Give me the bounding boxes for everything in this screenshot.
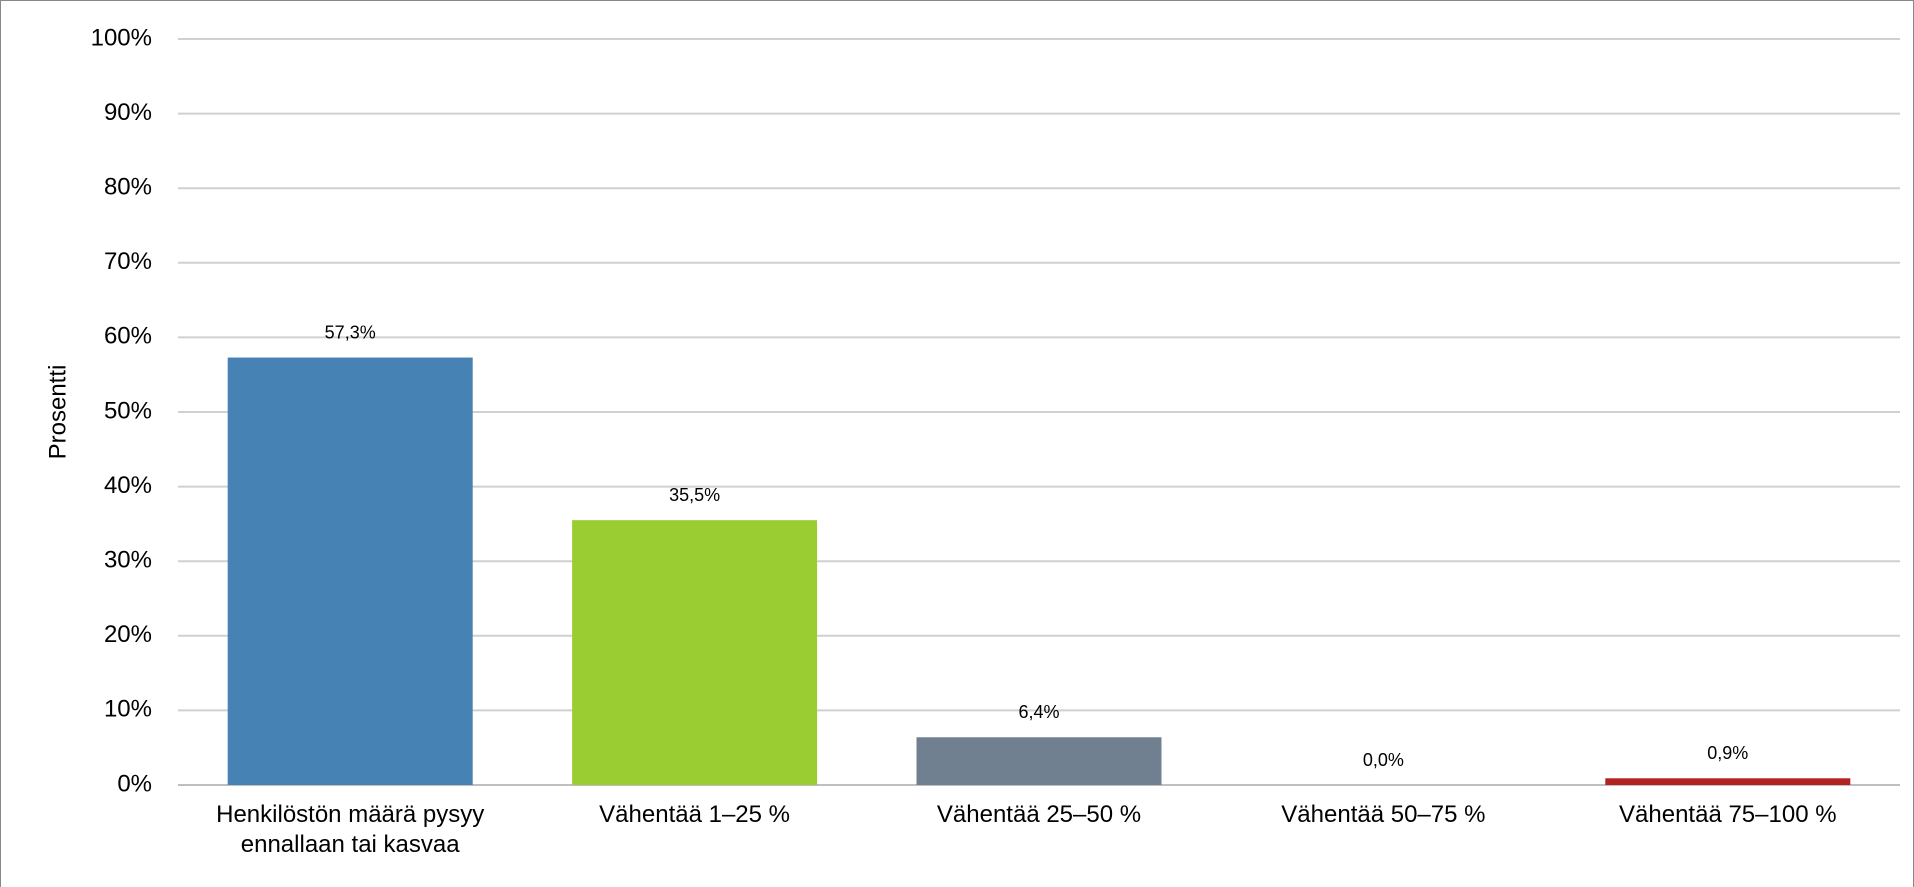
y-tick-label: 90%	[104, 99, 152, 126]
y-tick-label: 10%	[104, 696, 152, 723]
y-tick-label: 100%	[91, 24, 152, 51]
y-tick-label: 70%	[104, 248, 152, 275]
x-tick-label: Vähentää 75–100 %	[1619, 801, 1837, 828]
x-tick-label: Henkilöstön määrä pysyy ennallaan tai ka…	[216, 801, 485, 858]
data-label: 0,9%	[1707, 743, 1748, 763]
y-tick-label: 30%	[104, 547, 152, 574]
y-tick-label: 40%	[104, 472, 152, 499]
y-tick-label: 0%	[117, 770, 152, 797]
x-tick-label: Vähentää 50–75 %	[1281, 801, 1486, 828]
bar	[1605, 778, 1851, 785]
y-tick-label: 80%	[104, 174, 152, 201]
y-tick-label: 20%	[104, 621, 152, 648]
x-tick-label: Vähentää 1–25 %	[599, 801, 790, 828]
data-label: 35,5%	[669, 485, 720, 505]
data-label: 6,4%	[1018, 702, 1059, 722]
data-label: 0,0%	[1363, 750, 1404, 770]
y-axis-label: Prosentti	[44, 365, 71, 460]
y-tick-label: 60%	[104, 323, 152, 350]
data-label: 57,3%	[325, 322, 376, 342]
bar	[916, 737, 1162, 785]
x-tick-label: Vähentää 25–50 %	[936, 801, 1142, 828]
bar	[572, 520, 818, 785]
y-tick-label: 50%	[104, 397, 152, 424]
bar	[227, 357, 473, 785]
